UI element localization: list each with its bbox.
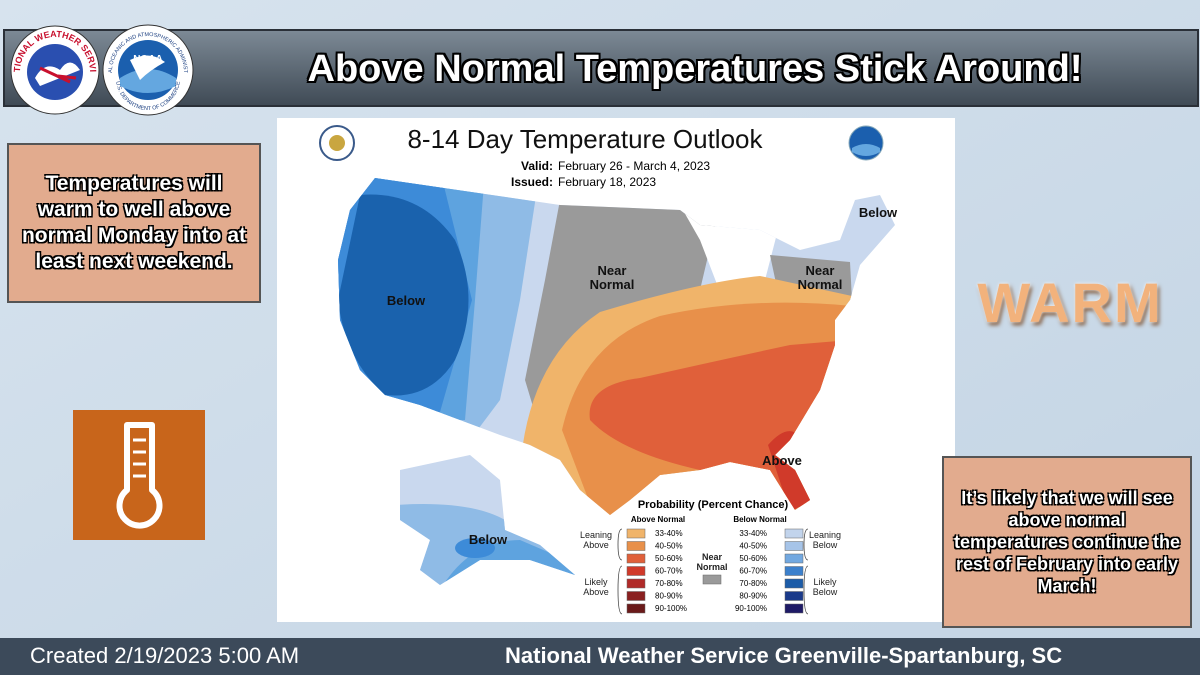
legend-brace [617,565,623,615]
legend-brace [617,528,623,561]
legend-range: 60-70% [739,567,767,576]
legend-brace [803,565,809,615]
legend-group: Leaning Above [579,530,613,550]
legend-range: 90-100% [655,604,687,613]
legend-swatch [784,566,804,576]
noaa-seal [852,144,880,156]
footer-bar [0,638,1200,675]
region-label: Below [858,205,898,220]
created-stamp: Created 2/19/2023 5:00 AM [30,643,300,668]
issued-date: February 18, 2023 [558,175,656,189]
legend-group: Leaning Below [808,530,842,550]
left-note: Temperatures will warm to well above nor… [7,143,261,303]
region-label: Above [762,453,802,468]
issued-label: Issued: [511,175,553,189]
legend-heading: Above Normal [631,515,685,524]
thermometer [116,422,163,529]
legend-range: 70-80% [739,579,767,588]
legend-range: 90-100% [735,604,767,613]
region-label: Near Normal [797,263,843,292]
doc-seal [329,135,345,151]
legend-swatch [626,528,646,539]
legend-swatch [784,591,804,601]
legend-swatch [626,541,646,551]
legend-swatch [626,578,646,589]
legend-swatch [784,603,804,614]
legend-group: Likely Below [812,577,838,597]
legend-swatch [626,603,646,614]
legend-range: 33-40% [739,529,767,538]
slide-title: Above Normal Temperatures Stick Around! [307,48,1083,90]
legend-range: 80-90% [655,592,683,601]
legend-title: Probability (Percent Chance) [638,499,789,511]
right-note: It’s likely that we will see above norma… [942,456,1192,628]
office-name: National Weather Service Greenville-Spar… [505,643,1063,668]
legend-swatch [784,553,804,564]
legend-range: 33-40% [655,529,683,538]
legend-range: 70-80% [655,579,683,588]
legend-range: 80-90% [739,592,767,601]
legend-range: 60-70% [655,567,683,576]
legend-swatch [784,578,804,589]
legend-heading: Below Normal [733,515,786,524]
warm-label: WARM [977,271,1163,334]
legend-swatch [626,553,646,564]
legend-range: 50-60% [655,554,683,563]
valid-label: Valid: [521,159,553,173]
legend-swatch [626,566,646,576]
legend-range: 40-50% [655,542,683,551]
logo-text: NOAA [133,54,162,65]
header-bar [3,29,1199,107]
region-label: Below [468,532,508,547]
legend-swatch [702,574,722,585]
legend-swatch [784,541,804,551]
legend-brace [803,528,809,561]
region-label: Near Normal [589,263,635,292]
legend-range: 50-60% [739,554,767,563]
valid-dates: February 26 - March 4, 2023 [558,159,710,173]
legend-near-label: Near Normal [696,552,728,572]
legend-swatch [626,591,646,601]
legend-swatch [784,528,804,539]
legend: Probability (Percent Chance) Above Normal… [617,499,809,615]
region-label: Below [386,293,426,308]
legend-group: Likely Above [583,577,609,597]
map-title: 8-14 Day Temperature Outlook [407,124,763,154]
legend-range: 40-50% [739,542,767,551]
